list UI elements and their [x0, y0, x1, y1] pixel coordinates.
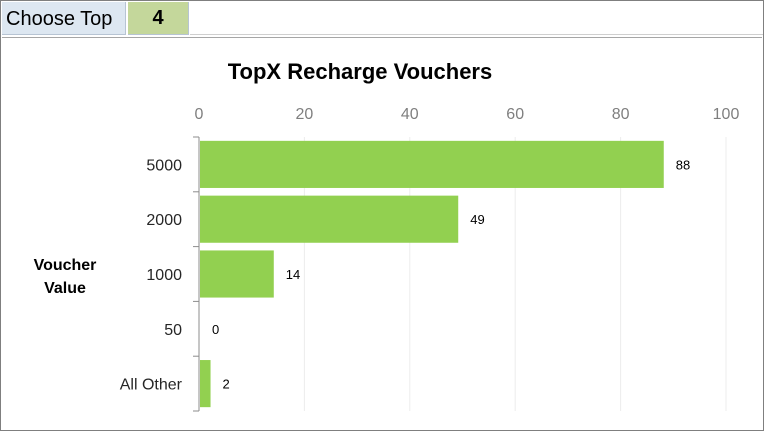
- y-axis-title-line-2: Value: [44, 280, 86, 297]
- data-label: 2: [223, 377, 230, 392]
- y-category-label: 5000: [146, 157, 182, 174]
- choose-top-label: Choose Top: [2, 2, 126, 35]
- x-tick-label: 60: [506, 106, 524, 123]
- data-label: 88: [676, 157, 690, 172]
- x-tick-label: 0: [195, 106, 204, 123]
- bar: [200, 140, 664, 188]
- x-tick-label: 40: [401, 106, 419, 123]
- empty-cell[interactable]: [190, 2, 763, 35]
- x-tick-label: 80: [612, 106, 630, 123]
- x-tick-label: 100: [713, 106, 740, 123]
- bar: [200, 360, 211, 408]
- data-label: 14: [286, 267, 300, 282]
- y-category-label: 2000: [146, 212, 182, 229]
- y-axis-title-line-1: Voucher: [34, 257, 97, 274]
- y-category-label: 1000: [146, 267, 182, 284]
- data-label: 49: [470, 212, 484, 227]
- y-category-label: All Other: [120, 377, 183, 394]
- bar: [200, 195, 459, 243]
- y-category-label: 50: [164, 322, 182, 339]
- data-label: 0: [212, 322, 219, 337]
- bar: [200, 250, 274, 298]
- x-tick-label: 20: [296, 106, 314, 123]
- bar-chart: TopX Recharge Vouchers Voucher Value 0 20…: [34, 59, 740, 412]
- chart-area[interactable]: TopX Recharge Vouchers Voucher Value 0 20…: [2, 37, 762, 429]
- chart-title: TopX Recharge Vouchers: [228, 59, 492, 84]
- choose-top-value-cell[interactable]: 4: [128, 2, 189, 35]
